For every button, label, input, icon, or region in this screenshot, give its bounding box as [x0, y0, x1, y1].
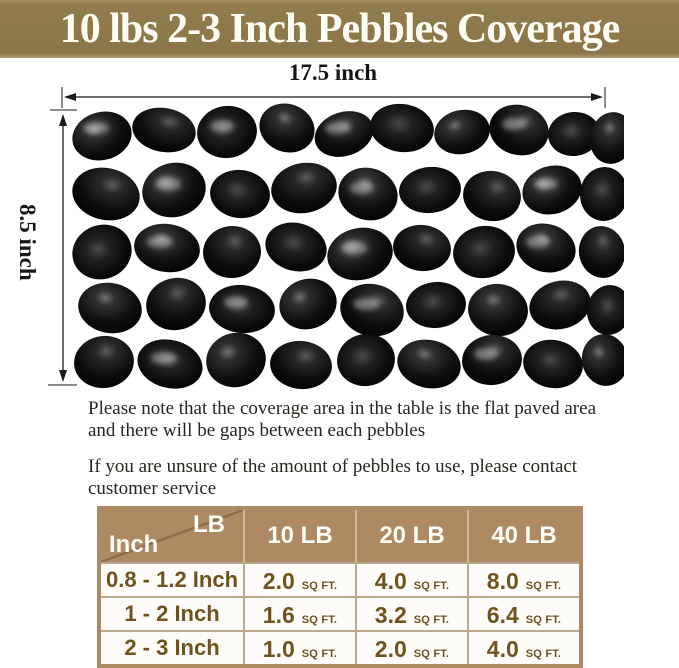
contact-note: If you are unsure of the amount of pebbl… — [88, 456, 673, 500]
table-cell: 4.0 SQ FT. — [355, 562, 467, 596]
pebble-figure: 17.5 inch 8.5 inch — [0, 58, 679, 398]
table-cell: 3.2 SQ FT. — [355, 596, 467, 630]
row-label: 0.8 - 1.2 Inch — [101, 562, 243, 596]
table-cell: 1.6 SQ FT. — [243, 596, 355, 630]
notes-section: Please note that the coverage area in th… — [88, 398, 673, 514]
coverage-note-line1: Please note that the coverage area in th… — [88, 398, 596, 419]
table-cell: 8.0 SQ FT. — [467, 562, 579, 596]
column-header-40lb: 40 LB — [467, 510, 579, 562]
coverage-note: Please note that the coverage area in th… — [88, 398, 673, 442]
table-cell: 1.0 SQ FT. — [243, 630, 355, 664]
corner-col-header: LB — [193, 511, 225, 538]
table-cell: 2.0 SQ FT. — [243, 562, 355, 596]
width-dimension-label: 17.5 inch — [288, 60, 378, 85]
corner-row-header: Inch — [109, 531, 159, 558]
table-corner-cell: LB Inch — [101, 510, 243, 562]
contact-note-line1: If you are unsure of the amount of pebbl… — [88, 456, 578, 477]
row-label: 1 - 2 Inch — [101, 596, 243, 630]
table-cell: 2.0 SQ FT. — [355, 630, 467, 664]
contact-note-line2: customer service — [88, 478, 217, 499]
row-label: 2 - 3 Inch — [101, 630, 243, 664]
pebbles-photo — [72, 103, 624, 390]
table-cell: 6.4 SQ FT. — [467, 596, 579, 630]
coverage-table: LB Inch 10 LB 20 LB 40 LB 0.8 - 1.2 Inch… — [97, 506, 583, 668]
column-header-20lb: 20 LB — [355, 510, 467, 562]
column-header-10lb: 10 LB — [243, 510, 355, 562]
height-dimension-label: 8.5 inch — [15, 203, 40, 281]
coverage-note-line2: and there will be gaps between each pebb… — [88, 420, 426, 441]
page-title: 10 lbs 2-3 Inch Pebbles Coverage — [59, 6, 620, 52]
table-cell: 4.0 SQ FT. — [467, 630, 579, 664]
title-banner: 10 lbs 2-3 Inch Pebbles Coverage — [0, 0, 679, 58]
